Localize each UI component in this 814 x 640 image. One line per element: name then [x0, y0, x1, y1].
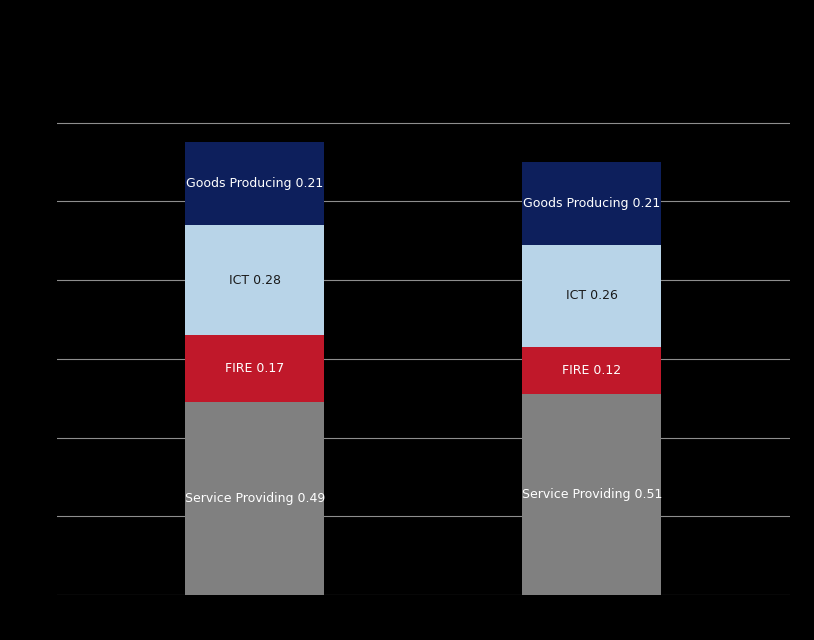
Text: Service Providing 0.51: Service Providing 0.51	[522, 488, 662, 501]
Bar	[186, 142, 324, 225]
Text: Goods Producing 0.21: Goods Producing 0.21	[186, 177, 323, 190]
Bar	[186, 225, 324, 335]
Bar	[186, 335, 324, 402]
Text: ICT 0.28: ICT 0.28	[229, 274, 281, 287]
Bar	[522, 244, 661, 347]
Text: ICT 0.26: ICT 0.26	[566, 289, 618, 302]
Text: Service Providing 0.49: Service Providing 0.49	[185, 492, 325, 505]
Text: FIRE 0.12: FIRE 0.12	[562, 364, 621, 377]
Bar	[522, 394, 661, 595]
Text: FIRE 0.17: FIRE 0.17	[225, 362, 284, 375]
Text: Goods Producing 0.21: Goods Producing 0.21	[523, 197, 660, 210]
Bar	[522, 162, 661, 244]
Bar	[522, 347, 661, 394]
Bar	[186, 402, 324, 595]
